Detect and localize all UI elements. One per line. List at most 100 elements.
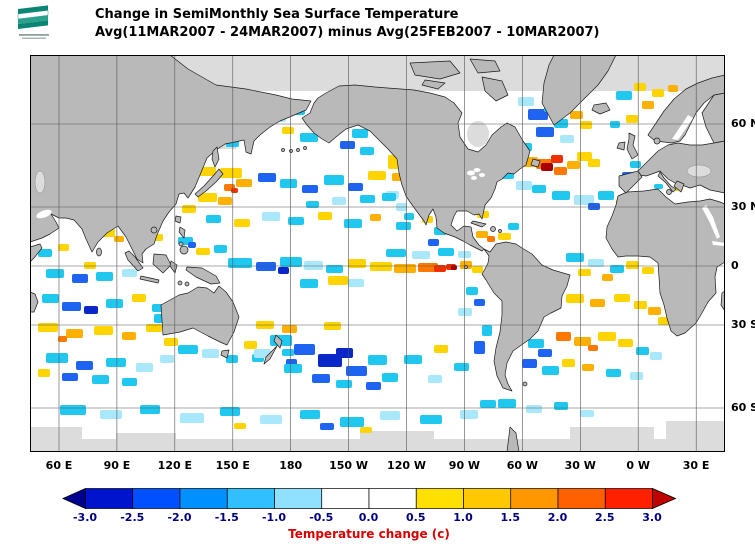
anomaly-patch: [418, 263, 438, 272]
anomaly-patch: [434, 265, 446, 272]
anomaly-patch: [294, 344, 315, 355]
anomaly-patch: [482, 325, 492, 336]
anomaly-patch: [140, 405, 160, 414]
anomaly-patch: [284, 364, 302, 373]
anomaly-patch: [532, 185, 546, 193]
anomaly-patch: [122, 269, 137, 277]
landmass-madagascar-left: [30, 291, 39, 313]
persian-gulf: [36, 209, 52, 219]
anomaly-patch: [234, 423, 246, 429]
red-sea: [702, 205, 720, 239]
anomaly-patch: [538, 349, 552, 357]
landmass-baffin: [481, 76, 509, 102]
anomaly-patch: [62, 302, 81, 311]
lat-tick-label: 60 S: [731, 401, 755, 414]
anomaly-patch: [526, 405, 542, 413]
anomaly-patch: [320, 423, 334, 430]
anomaly-patch: [234, 219, 250, 227]
anomaly-patch: [114, 236, 124, 242]
lon-tick-label: 150 W: [329, 459, 369, 472]
anomaly-patch: [236, 179, 252, 187]
lon-tick-label: 60 E: [45, 459, 73, 472]
anomaly-patch: [324, 322, 341, 330]
anomaly-patch: [602, 274, 613, 281]
lon-tick-label: 0 W: [626, 459, 650, 472]
anomaly-patch: [404, 213, 414, 220]
anomaly-patch: [312, 374, 330, 383]
anomaly-patch: [528, 109, 548, 120]
landmass-new-guinea: [185, 266, 221, 285]
gulf-of-aden: [712, 241, 725, 246]
anomaly-patch: [106, 358, 126, 367]
landmass-iceland: [591, 102, 611, 115]
landmass-somalia-sliver: [30, 243, 43, 263]
anomaly-patch: [198, 193, 217, 202]
figure-title-line2: Avg(11MAR2007 - 24MAR2007) minus Avg(25F…: [95, 25, 600, 40]
anomaly-patch: [106, 299, 123, 308]
anomaly-patch: [282, 325, 297, 333]
landmass-sulawesi: [169, 260, 178, 274]
anomaly-patch: [668, 85, 678, 92]
anomaly-patch: [76, 361, 93, 370]
anomaly-patch: [630, 161, 641, 168]
anomaly-patch: [220, 168, 242, 178]
anomaly-patch: [326, 265, 343, 273]
anomaly-patch: [556, 332, 571, 341]
anomaly-patch: [487, 236, 495, 242]
anomaly-patch: [560, 135, 574, 143]
anomaly-patch: [282, 127, 294, 134]
landmass-visayas: [178, 241, 184, 247]
landmass-sri-lanka: [96, 247, 102, 257]
anomaly-patch: [332, 197, 346, 205]
landmass-luzon: [178, 226, 186, 239]
anomaly-patch: [642, 101, 654, 109]
anomaly-patch: [282, 349, 294, 356]
anomaly-patch: [366, 382, 381, 390]
anomaly-patch: [518, 97, 534, 106]
anomaly-patch: [256, 262, 276, 271]
colorbar: [62, 487, 677, 513]
anomaly-patch: [566, 253, 584, 262]
anomaly-patch: [588, 159, 600, 167]
anomaly-patch: [62, 373, 78, 381]
anomaly-patch: [588, 203, 600, 210]
lat-tick-label: 30 S: [731, 318, 755, 331]
anomaly-patch: [46, 269, 64, 278]
figure-title-line1: Change in SemiMonthly Sea Surface Temper…: [95, 7, 459, 22]
anomaly-patch: [202, 349, 219, 358]
anomaly-patch: [541, 163, 553, 171]
landmass-hispaniola: [490, 226, 496, 232]
anomaly-patch: [458, 308, 472, 316]
anomaly-patch: [352, 129, 368, 138]
landmass-greece: [673, 180, 685, 193]
colorbar-title: Temperature change (c): [288, 527, 450, 541]
anomaly-patch: [650, 352, 662, 360]
landmass-nz-south: [263, 345, 278, 365]
anomaly-patch: [562, 359, 575, 367]
anomaly-patch: [58, 336, 67, 342]
anomaly-patch: [60, 405, 86, 415]
landmass-italy: [657, 171, 677, 193]
anomaly-patch: [218, 197, 232, 205]
anomaly-patch: [304, 261, 323, 270]
lon-tick-label: 90 E: [103, 459, 131, 472]
landmass-eurasia: [30, 55, 312, 264]
anomaly-patch: [84, 306, 98, 314]
anomaly-patch: [324, 175, 344, 185]
anomaly-patch: [226, 355, 238, 363]
anomaly-patch: [498, 399, 516, 408]
anomaly-patch: [460, 410, 478, 419]
anomaly-patch: [300, 133, 318, 142]
anomaly-patch: [580, 121, 592, 129]
landmass-greenland: [541, 55, 617, 126]
landmass-nz-north: [273, 334, 283, 349]
anomaly-patch: [336, 348, 353, 358]
anomaly-patch: [258, 173, 276, 182]
anomaly-patch: [516, 181, 532, 190]
landmass-scandinavia: [647, 74, 725, 144]
anomaly-patch: [536, 127, 554, 137]
landmasses: [30, 55, 725, 452]
anomaly-patch: [318, 354, 342, 367]
lon-tick-label: 120 W: [387, 459, 426, 472]
landmass-sicily: [666, 189, 672, 195]
